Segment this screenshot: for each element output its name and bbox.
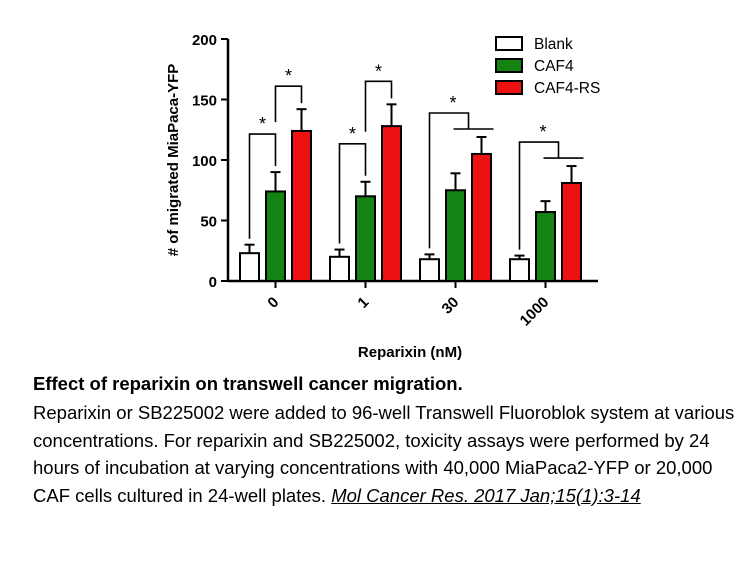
- significance-bracket: [518, 141, 560, 250]
- bar: [265, 190, 286, 283]
- caption-text: Reparixin or SB225002 were added to 96-w…: [33, 402, 735, 506]
- bar: [355, 195, 376, 282]
- caption-body: Reparixin or SB225002 were added to 96-w…: [33, 399, 753, 509]
- significance-bracket: [274, 85, 303, 123]
- legend-label: Blank: [534, 36, 573, 53]
- caption-title: Effect of reparixin on transwell cancer …: [33, 373, 463, 394]
- bar: [419, 258, 440, 283]
- plot-area: 0 50 100 150 200 0 1 30 1000 * * * * * *: [192, 32, 598, 329]
- significance-star: *: [375, 61, 382, 81]
- significance-star: *: [539, 122, 546, 142]
- legend-swatch: [495, 36, 523, 51]
- legend-label: CAF4: [534, 58, 574, 75]
- y-axis-label: # of migrated MiaPaca-YFP: [165, 64, 182, 257]
- bar: [561, 181, 582, 283]
- significance-bracket: [338, 142, 367, 244]
- bar: [509, 258, 530, 283]
- bar: [471, 152, 492, 282]
- x-axis-label: Reparixin (nM): [358, 344, 462, 361]
- y-tick-label: 200: [192, 32, 217, 49]
- legend-label: CAF4-RS: [534, 80, 600, 97]
- bar-chart: 0 50 100 150 200 0 1 30 1000 * * * * * * # of migrated…: [165, 32, 600, 361]
- significance-bracket: [248, 133, 277, 239]
- bar: [381, 125, 402, 283]
- figure-caption: Effect of reparixin on transwell cancer …: [33, 372, 753, 509]
- x-tick-label: 1000: [517, 294, 553, 330]
- y-tick-label: 150: [192, 93, 217, 110]
- legend: Blank CAF4 CAF4-RS: [495, 36, 600, 97]
- significance-bracket: [364, 80, 393, 132]
- x-tick-label: 30: [439, 294, 463, 318]
- legend-swatch: [495, 58, 523, 73]
- y-tick-label: 50: [200, 214, 217, 231]
- significance-star: *: [349, 124, 356, 144]
- bar: [239, 252, 260, 282]
- bar: [445, 189, 466, 282]
- significance-star: *: [449, 93, 456, 113]
- significance-star: *: [259, 114, 266, 134]
- x-tick-label: 1: [354, 294, 372, 312]
- significance-star: *: [285, 66, 292, 86]
- y-tick-label: 0: [209, 274, 217, 291]
- legend-swatch: [495, 80, 523, 95]
- bar: [291, 129, 312, 282]
- x-tick-label: 0: [264, 294, 282, 312]
- bar: [329, 255, 350, 282]
- bar: [535, 211, 556, 282]
- y-tick-label: 100: [192, 153, 217, 170]
- caption-citation: Mol Cancer Res. 2017 Jan;15(1):3-14: [331, 484, 641, 506]
- significance-bracket: [428, 112, 470, 249]
